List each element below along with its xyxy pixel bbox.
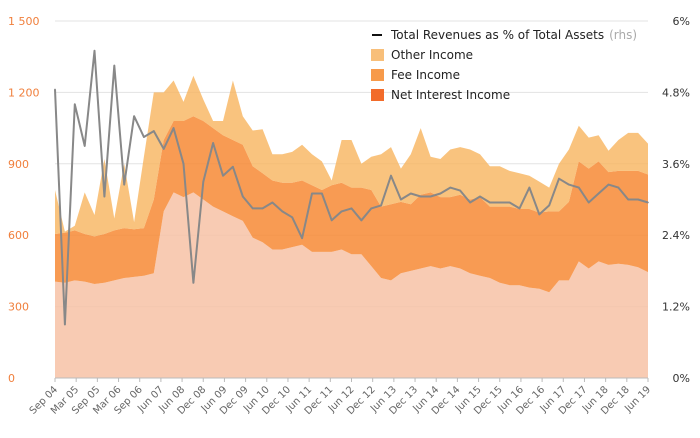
ratio-point — [568, 183, 570, 186]
ratio-point — [617, 186, 620, 189]
y-left-tick-label: 1 500 — [8, 15, 40, 28]
ratio-point — [449, 186, 452, 189]
ratio-point — [558, 177, 560, 180]
legend-box-swatch — [371, 89, 384, 101]
ratio-point — [508, 201, 511, 204]
y-left-tick-label: 300 — [8, 301, 29, 314]
ratio-point — [340, 210, 343, 213]
ratio-point — [311, 192, 313, 195]
ratio-point — [380, 204, 382, 207]
ratio-point — [54, 88, 56, 91]
area-net-interest-income — [55, 192, 648, 378]
ratio-point — [360, 219, 363, 222]
ratio-point — [390, 174, 392, 177]
ratio-point — [281, 210, 284, 213]
ratio-point — [212, 142, 214, 144]
ratio-point — [192, 282, 195, 284]
ratio-point — [330, 219, 333, 222]
ratio-point — [83, 145, 86, 147]
ratio-point — [429, 195, 432, 198]
area-fee-income — [55, 116, 648, 293]
ratio-point — [133, 115, 135, 117]
ratio-point — [587, 201, 590, 204]
legend-box-swatch — [371, 69, 384, 81]
ratio-point — [143, 136, 145, 138]
legend-label: Total Revenues as % of Total Assets — [390, 28, 604, 42]
legend-label: Fee Income — [391, 68, 460, 82]
ratio-point — [469, 201, 471, 204]
ratio-point — [410, 192, 412, 195]
ratio-point — [153, 130, 155, 132]
ratio-point — [419, 195, 422, 198]
y-left-tick-label: 1 200 — [8, 86, 40, 99]
ratio-point — [518, 207, 521, 210]
ratio-point — [182, 163, 185, 165]
legend: Total Revenues as % of Total Assets (rhs)… — [371, 28, 637, 102]
ratio-point — [370, 207, 373, 210]
y-right-tick-label: 6% — [673, 15, 690, 28]
ratio-point — [271, 201, 274, 204]
ratio-point — [242, 195, 244, 198]
ratio-point — [291, 216, 294, 219]
ratio-point — [637, 198, 639, 201]
legend-label: Other Income — [391, 48, 473, 62]
ratio-point — [301, 237, 303, 239]
ratio-point — [103, 195, 106, 198]
ratio-point — [261, 207, 264, 210]
ratio-point — [489, 201, 491, 204]
ratio-point — [321, 192, 323, 195]
ratio-point — [113, 64, 116, 67]
ratio-point — [162, 148, 165, 150]
ratio-point — [350, 207, 353, 210]
ratio-line — [54, 49, 649, 326]
ratio-point — [578, 186, 580, 189]
y-left-tick-label: 900 — [8, 158, 29, 171]
ratio-point — [528, 186, 531, 189]
stacked-areas — [55, 75, 648, 378]
y-right-tick-label: 3.6% — [662, 158, 690, 171]
y-right-tick-label: 1.2% — [662, 301, 690, 314]
ratio-point — [232, 166, 234, 168]
ratio-point — [222, 174, 224, 177]
y-left-tick-label: 0 — [8, 372, 15, 385]
ratio-point — [400, 198, 402, 201]
ratio-point — [627, 198, 629, 201]
ratio-point — [74, 103, 76, 106]
ratio-point — [647, 201, 649, 204]
y-right-tick-label: 0% — [673, 372, 690, 385]
ratio-point — [548, 204, 550, 207]
y-right-tick-label: 4.8% — [662, 86, 690, 99]
legend-box-swatch — [371, 49, 384, 61]
ratio-point — [123, 183, 125, 186]
ratio-point — [172, 127, 175, 129]
ratio-point — [64, 323, 66, 326]
legend-label: Net Interest Income — [391, 88, 510, 102]
y-right-tick-label: 2.4% — [662, 229, 690, 242]
ratio-point — [597, 192, 600, 195]
ratio-point — [538, 213, 541, 216]
ratio-point — [499, 201, 501, 204]
area-other-income — [55, 75, 648, 237]
ratio-point — [251, 207, 254, 210]
ratio-point — [439, 192, 442, 195]
ratio-point — [202, 180, 205, 183]
y-left-tick-label: 600 — [8, 229, 29, 242]
ratio-point — [607, 183, 610, 186]
legend-note: (rhs) — [609, 28, 637, 42]
ratio-point — [479, 195, 481, 198]
ratio-point — [459, 189, 462, 192]
ratio-point — [93, 50, 96, 52]
